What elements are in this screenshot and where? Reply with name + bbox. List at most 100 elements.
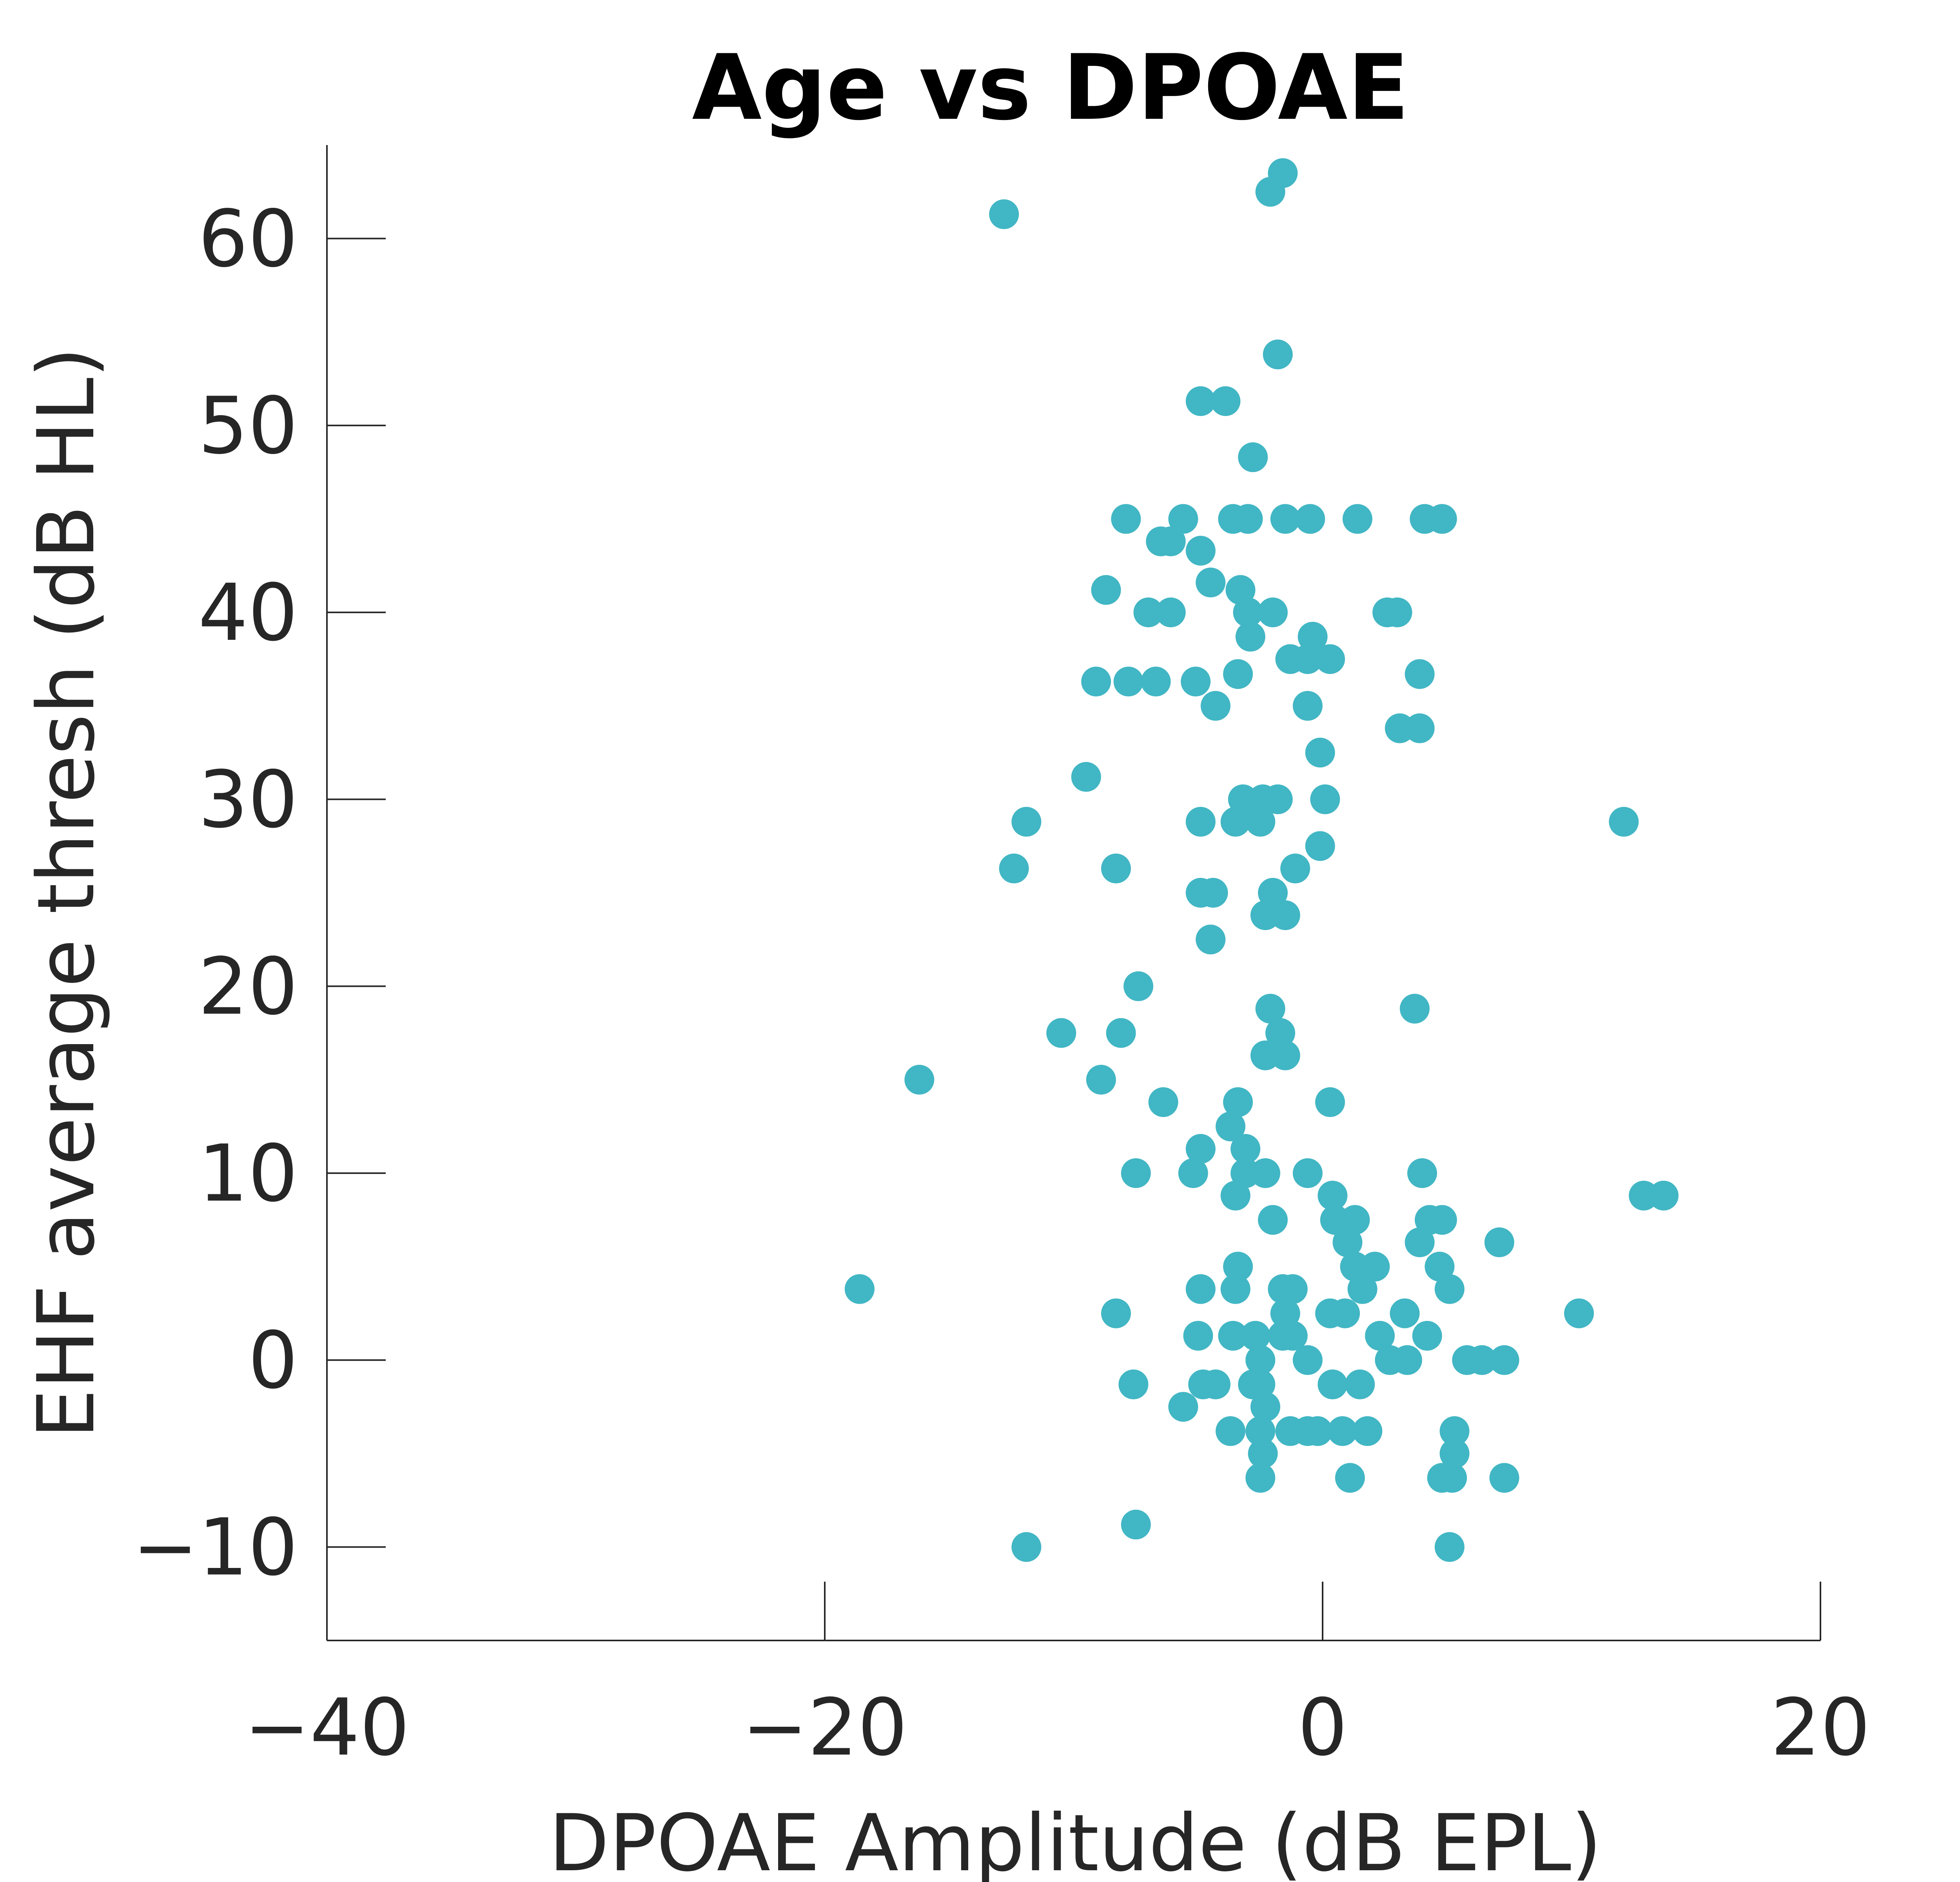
data-point bbox=[1365, 1321, 1395, 1351]
y-tick-label: 60 bbox=[198, 193, 298, 285]
data-point bbox=[1564, 1298, 1594, 1328]
data-point bbox=[1156, 597, 1186, 627]
data-point bbox=[1106, 1018, 1136, 1048]
data-point bbox=[1258, 597, 1288, 627]
data-point bbox=[1407, 1158, 1437, 1188]
data-point bbox=[1185, 1134, 1216, 1164]
data-point bbox=[1086, 1065, 1116, 1095]
data-point bbox=[1258, 878, 1288, 908]
data-point bbox=[1270, 1040, 1300, 1070]
x-axis: −40 −20 0 20 bbox=[244, 1582, 1870, 1773]
data-point bbox=[1342, 504, 1372, 534]
data-point bbox=[1181, 667, 1211, 697]
data-point bbox=[1250, 1158, 1280, 1188]
data-point bbox=[1345, 1369, 1375, 1399]
data-point bbox=[1178, 1158, 1208, 1188]
data-point bbox=[1198, 878, 1228, 908]
data-point bbox=[1245, 1463, 1276, 1493]
data-point bbox=[1225, 575, 1256, 605]
data-point bbox=[1121, 1510, 1151, 1540]
data-point bbox=[1210, 386, 1241, 416]
data-point bbox=[1216, 1111, 1246, 1141]
x-tick-label: −20 bbox=[742, 1682, 907, 1773]
data-point bbox=[1340, 1205, 1370, 1235]
data-point bbox=[1270, 900, 1300, 930]
data-point bbox=[1156, 526, 1186, 556]
data-point bbox=[1185, 1274, 1216, 1304]
data-point bbox=[1434, 1274, 1465, 1304]
y-tick-label: 10 bbox=[198, 1128, 298, 1219]
data-point bbox=[1609, 807, 1639, 837]
x-axis-label: DPOAE Amplitude (dB EPL) bbox=[549, 1798, 1602, 1882]
data-point bbox=[1292, 1158, 1323, 1188]
data-point bbox=[1216, 1416, 1246, 1446]
x-tick-label: −40 bbox=[244, 1682, 410, 1773]
data-point bbox=[1392, 1345, 1422, 1375]
data-point bbox=[1168, 1392, 1198, 1422]
data-point bbox=[1425, 1252, 1455, 1282]
data-point bbox=[1148, 1087, 1178, 1117]
data-point bbox=[1434, 1532, 1465, 1562]
data-point bbox=[1427, 504, 1457, 534]
data-point bbox=[1091, 575, 1121, 605]
data-point bbox=[1258, 1205, 1288, 1235]
data-point bbox=[904, 1065, 935, 1095]
data-point bbox=[1245, 807, 1276, 837]
data-point bbox=[1305, 738, 1335, 768]
data-point bbox=[1484, 1227, 1514, 1257]
y-tick-label: 0 bbox=[248, 1315, 298, 1406]
data-point bbox=[1263, 784, 1293, 814]
data-point bbox=[1489, 1345, 1519, 1375]
data-point bbox=[1347, 1274, 1377, 1304]
y-tick-label: 50 bbox=[198, 380, 298, 472]
data-point bbox=[844, 1274, 875, 1304]
data-point bbox=[1196, 567, 1226, 598]
data-point bbox=[1330, 1298, 1360, 1328]
chart-title: Age vs DPOAE bbox=[692, 36, 1409, 140]
data-point bbox=[1196, 925, 1226, 955]
data-point bbox=[1427, 1205, 1457, 1235]
data-point bbox=[1185, 536, 1216, 566]
y-tick-label: −10 bbox=[132, 1502, 298, 1593]
data-point bbox=[1268, 158, 1298, 188]
data-point bbox=[1235, 621, 1265, 652]
data-point bbox=[1315, 644, 1345, 674]
data-point bbox=[1141, 667, 1171, 697]
data-point bbox=[1071, 762, 1101, 792]
data-point bbox=[1332, 1227, 1363, 1257]
data-point bbox=[1439, 1416, 1470, 1446]
data-point bbox=[1412, 1321, 1442, 1351]
data-point bbox=[1183, 1321, 1213, 1351]
data-point bbox=[1335, 1463, 1365, 1493]
data-point bbox=[1220, 1274, 1250, 1304]
data-point bbox=[1648, 1181, 1679, 1211]
data-point bbox=[1399, 994, 1430, 1024]
data-point bbox=[1230, 1134, 1261, 1164]
data-point bbox=[1315, 1087, 1345, 1117]
y-axis-label: EHF average thresh (dB HL) bbox=[21, 347, 112, 1439]
data-point bbox=[1405, 713, 1435, 743]
data-point bbox=[1292, 1345, 1323, 1375]
data-point bbox=[1218, 1321, 1248, 1351]
data-point bbox=[1011, 1532, 1042, 1562]
data-point bbox=[1352, 1416, 1383, 1446]
data-point bbox=[1437, 1463, 1467, 1493]
y-tick-label: 30 bbox=[198, 754, 298, 846]
data-point bbox=[1405, 1227, 1435, 1257]
data-point bbox=[1382, 597, 1412, 627]
data-point bbox=[1305, 831, 1335, 861]
data-point bbox=[1238, 442, 1268, 472]
data-point bbox=[1292, 644, 1323, 674]
data-point bbox=[1318, 1181, 1348, 1211]
data-point bbox=[1467, 1345, 1497, 1375]
data-point bbox=[1185, 807, 1216, 837]
data-point bbox=[1278, 1321, 1308, 1351]
data-point bbox=[1200, 1369, 1230, 1399]
data-point bbox=[1223, 1252, 1253, 1282]
data-point bbox=[1123, 971, 1154, 1001]
plot-area bbox=[844, 158, 1679, 1562]
data-point bbox=[1223, 1087, 1253, 1117]
data-point bbox=[1327, 1416, 1357, 1446]
data-point bbox=[1295, 504, 1325, 534]
data-point bbox=[1298, 621, 1328, 652]
